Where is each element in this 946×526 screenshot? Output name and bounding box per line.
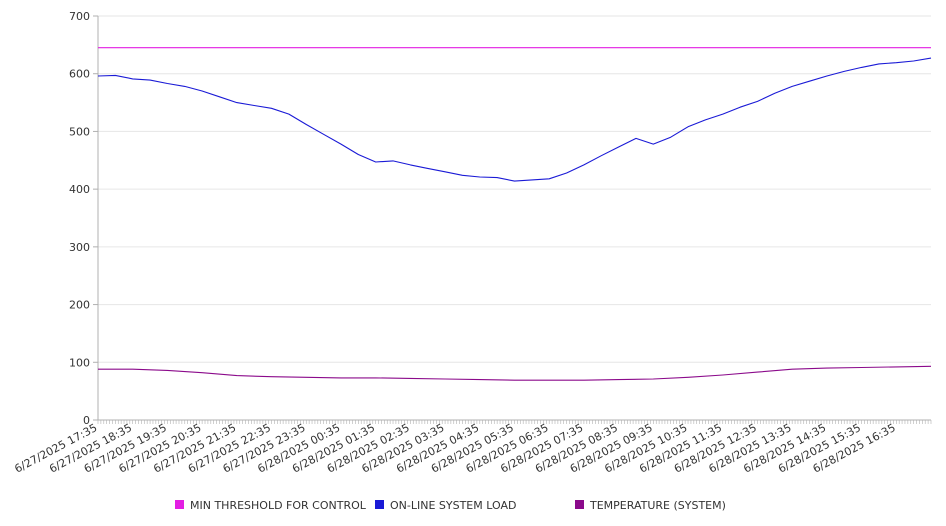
legend-swatch-2: [575, 500, 584, 509]
y-tick-label: 500: [69, 125, 90, 138]
legend-swatch-0: [175, 500, 184, 509]
series-lines: [97, 47, 932, 381]
y-tick-label: 200: [69, 299, 90, 312]
series-line-1: [97, 57, 932, 182]
y-tick-label: 100: [69, 356, 90, 369]
legend-label-2: TEMPERATURE (SYSTEM): [589, 499, 726, 512]
y-tick-label: 600: [69, 68, 90, 81]
legend-swatch-1: [375, 500, 384, 509]
series-line-2: [98, 365, 932, 381]
y-tick-label: 0: [83, 414, 90, 427]
y-tick-label: 700: [69, 10, 90, 23]
legend-label-0: MIN THRESHOLD FOR CONTROL: [190, 499, 367, 512]
y-tick-labels: 0 100 200 300 400 500 600 700: [69, 10, 98, 427]
legend: MIN THRESHOLD FOR CONTROL ON-LINE SYSTEM …: [175, 499, 726, 512]
y-tick-label: 300: [69, 241, 90, 254]
y-tick-label: 400: [69, 183, 90, 196]
x-tick-labels: 6/27/2025 17:356/27/2025 18:356/27/2025 …: [12, 420, 932, 476]
legend-label-1: ON-LINE SYSTEM LOAD: [390, 499, 516, 512]
gridlines: [98, 15, 931, 363]
axes: [97, 16, 931, 421]
